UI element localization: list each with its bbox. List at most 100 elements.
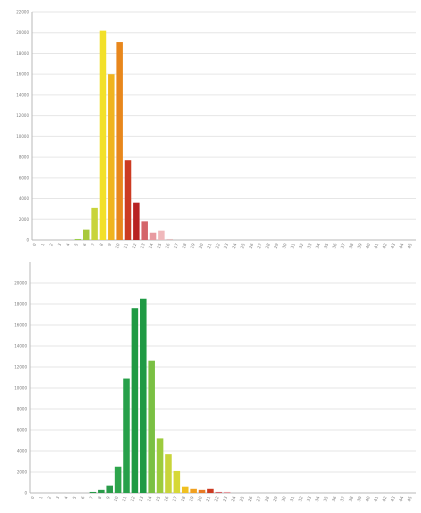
- y-tick-label: 14000: [16, 92, 29, 97]
- x-tick-label: 15: [156, 242, 163, 249]
- bar: [116, 42, 123, 240]
- y-tick-label: 6000: [19, 175, 30, 180]
- x-tick-label: 4: [65, 242, 71, 247]
- x-tick-label: 19: [188, 495, 195, 502]
- x-tick-label: 26: [248, 242, 255, 249]
- x-tick-label: 43: [390, 242, 397, 249]
- x-tick-label: 6: [80, 495, 86, 500]
- x-tick-label: 38: [348, 495, 355, 502]
- x-tick-label: 2: [48, 242, 54, 247]
- x-tick-label: 20: [197, 495, 204, 502]
- x-tick-label: 17: [173, 242, 180, 249]
- bar: [114, 466, 122, 493]
- y-tick-label: 0: [26, 238, 29, 243]
- bar: [165, 454, 172, 493]
- bar: [207, 488, 214, 493]
- x-tick-label: 16: [163, 495, 170, 502]
- bar: [89, 491, 97, 493]
- x-tick-label: 44: [398, 242, 405, 249]
- bar: [98, 489, 105, 493]
- y-tick-label: 20000: [16, 30, 29, 35]
- x-tick-label: 17: [171, 495, 178, 502]
- bar: [198, 489, 206, 493]
- x-tick-label: 13: [139, 242, 146, 249]
- y-tick-label: 2000: [17, 470, 28, 475]
- x-tick-label: 5: [73, 242, 79, 247]
- bar: [124, 160, 132, 240]
- bar: [91, 207, 98, 240]
- x-tick-label: 9: [107, 242, 113, 247]
- x-tick-label: 18: [180, 495, 187, 502]
- x-tick-label: 23: [222, 495, 229, 502]
- bar: [123, 378, 130, 493]
- x-tick-label: 31: [289, 495, 296, 502]
- y-tick-label: 18000: [14, 302, 27, 307]
- bar: [131, 308, 139, 493]
- x-tick-label: 18: [181, 242, 188, 249]
- x-tick-label: 40: [364, 495, 371, 502]
- y-tick-label: 12000: [16, 113, 29, 118]
- top-histogram: 0200040006000800010000120001400016000180…: [16, 10, 416, 249]
- x-tick-label: 45: [406, 495, 413, 502]
- x-tick-label: 7: [88, 495, 94, 500]
- x-tick-label: 10: [113, 495, 120, 502]
- bar: [223, 491, 231, 493]
- bar: [181, 486, 189, 493]
- x-tick-label: 36: [331, 495, 338, 502]
- x-tick-label: 16: [164, 242, 171, 249]
- x-tick-label: 28: [264, 495, 271, 502]
- y-tick-label: 10000: [16, 134, 29, 139]
- x-tick-label: 24: [230, 495, 237, 502]
- y-tick-label: 18000: [16, 51, 29, 56]
- x-tick-label: 12: [131, 242, 138, 249]
- x-tick-label: 2: [46, 495, 52, 500]
- x-tick-label: 30: [281, 242, 288, 249]
- x-tick-label: 35: [322, 495, 329, 502]
- x-tick-label: 3: [55, 495, 61, 500]
- x-tick-label: 29: [272, 495, 279, 502]
- x-tick-label: 37: [340, 242, 347, 249]
- x-tick-label: 42: [381, 495, 388, 502]
- y-tick-label: 6000: [17, 428, 28, 433]
- bar: [141, 221, 148, 240]
- x-tick-label: 3: [57, 242, 63, 247]
- x-tick-label: 27: [256, 242, 263, 249]
- x-tick-label: 22: [214, 242, 221, 249]
- x-tick-label: 37: [339, 495, 346, 502]
- x-tick-label: 24: [231, 242, 238, 249]
- bar: [99, 30, 107, 241]
- x-tick-label: 9: [105, 495, 111, 500]
- y-tick-label: 14000: [14, 344, 27, 349]
- y-tick-label: 22000: [16, 10, 29, 15]
- y-tick-label: 20000: [14, 281, 27, 286]
- bar: [215, 491, 223, 493]
- x-tick-label: 6: [82, 242, 88, 247]
- x-tick-label: 4: [63, 495, 69, 500]
- x-tick-label: 15: [155, 495, 162, 502]
- y-tick-label: 4000: [17, 449, 28, 454]
- x-tick-label: 23: [223, 242, 230, 249]
- x-tick-label: 25: [238, 495, 245, 502]
- x-tick-label: 31: [289, 242, 296, 249]
- x-tick-label: 39: [356, 495, 363, 502]
- x-tick-label: 10: [114, 242, 121, 249]
- x-tick-label: 27: [255, 495, 262, 502]
- y-tick-label: 16000: [16, 72, 29, 77]
- x-tick-label: 12: [129, 495, 136, 502]
- bar: [156, 438, 164, 493]
- x-tick-label: 5: [72, 495, 78, 500]
- y-tick-label: 12000: [14, 365, 27, 370]
- x-tick-label: 20: [198, 242, 205, 249]
- bar: [83, 229, 90, 240]
- x-tick-label: 1: [38, 495, 44, 500]
- bar: [140, 298, 147, 493]
- x-tick-label: 29: [273, 242, 280, 249]
- x-tick-label: 42: [381, 242, 388, 249]
- bar: [106, 485, 113, 493]
- x-tick-label: 34: [314, 242, 321, 249]
- y-tick-label: 4000: [19, 196, 30, 201]
- x-tick-label: 0: [32, 242, 38, 247]
- bar: [173, 470, 181, 493]
- x-tick-label: 33: [306, 495, 313, 502]
